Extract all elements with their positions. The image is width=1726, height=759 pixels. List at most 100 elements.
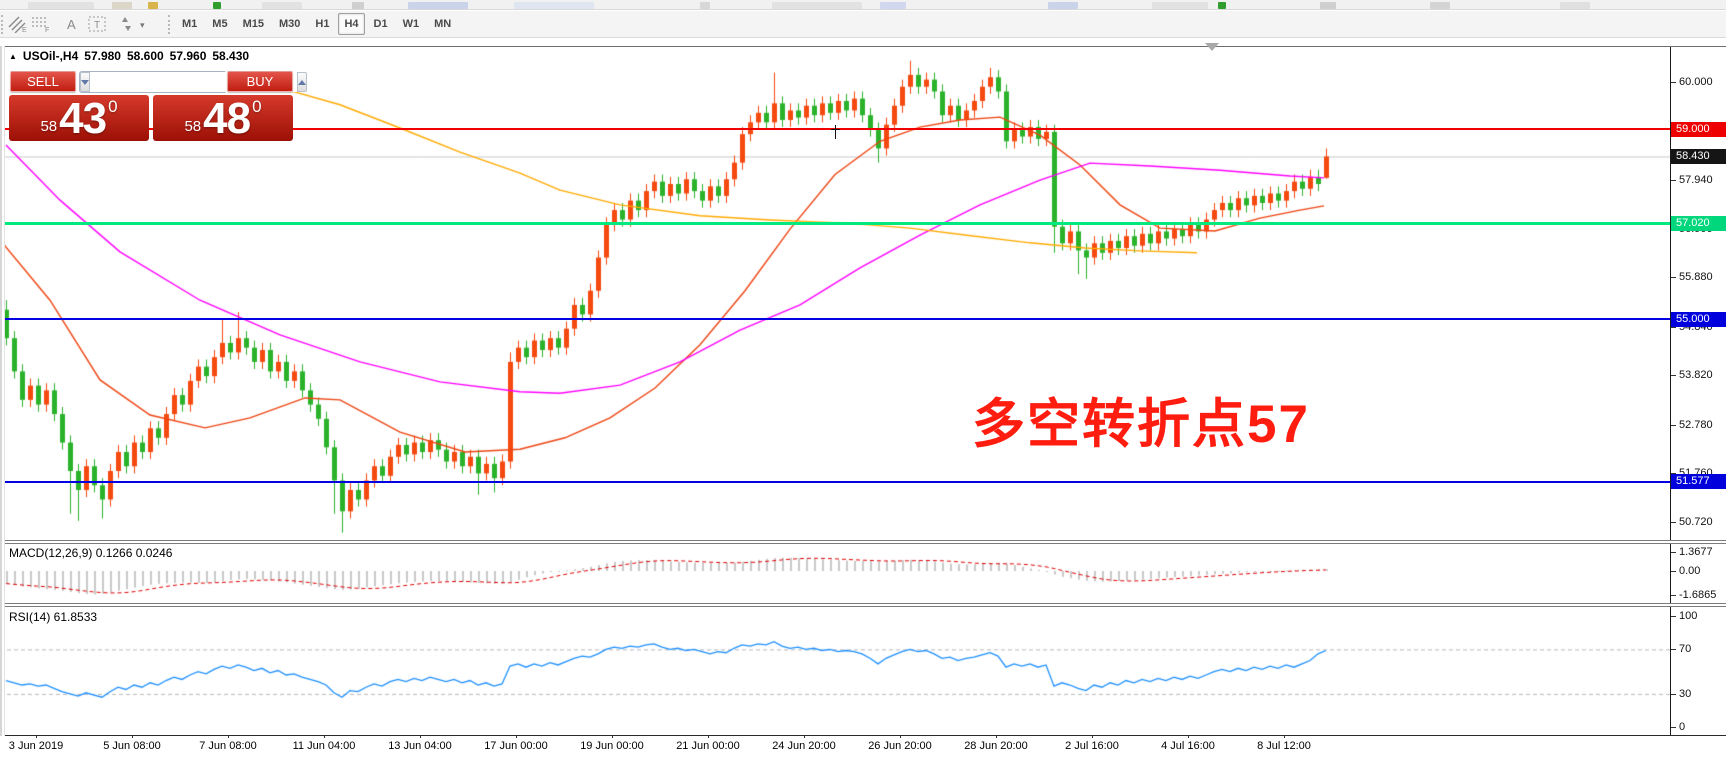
date-label: 24 Jun 20:00 [772,740,836,752]
equidistant-channel-icon[interactable]: E [6,13,30,35]
date-tick [516,735,517,738]
price-badge-57.020: 57.020 [1671,215,1726,231]
timeframe-button-m30[interactable]: M30 [278,18,301,30]
ohlc-close: 58.430 [212,49,250,63]
clipped-icon-fragment [352,2,364,9]
volume-decrease-button[interactable] [80,72,90,92]
buy-button[interactable]: BUY [227,71,293,92]
buy-price-box[interactable]: 58 48 0 [153,95,293,141]
level-line-51-577[interactable] [0,480,1670,483]
chevron-down-icon[interactable]: ▾ [140,20,145,30]
rsi-axis-label: 0 [1670,721,1686,734]
volume-increase-button[interactable] [297,72,307,92]
price-badge-59.000: 59.000 [1671,121,1726,137]
svg-text:A: A [67,17,76,32]
date-tick [324,735,325,738]
sell-price-integer: 58 [40,118,58,135]
date-tick [1188,735,1189,738]
date-tick [420,735,421,738]
clipped-icon-fragment [772,2,862,9]
timeframe-button-h1[interactable]: H1 [315,18,330,30]
svg-text:T: T [94,20,100,31]
ohlc-high: 58.600 [126,49,164,63]
price-tick-label: 57.940 [1671,173,1713,186]
level-line-55[interactable] [0,318,1670,321]
timeframe-button-w1[interactable]: W1 [402,18,420,30]
clipped-toolbar-strip [0,0,1726,10]
time-axis-border [0,735,1726,736]
one-click-trade-panel: SELL BUY 58 43 0 58 48 0 [9,71,307,141]
date-label: 19 Jun 00:00 [580,740,644,752]
ohlc-open: 57.980 [84,49,121,63]
date-label: 3 Jun 2019 [8,740,64,752]
price-tick-label: 50.720 [1671,516,1713,529]
clipped-icon-fragment [1320,2,1336,9]
chart-annotation-text[interactable]: 多空转折点57 [972,395,1310,454]
date-label: 11 Jun 04:00 [292,740,356,752]
clipped-icon-fragment [514,2,594,9]
rsi-indicator-label: RSI(14) 61.8533 [9,610,98,624]
date-tick [612,735,613,738]
date-label: 21 Jun 00:00 [676,740,740,752]
support-line-57-02[interactable] [0,221,1670,225]
object-cross-marker[interactable] [831,125,840,139]
clipped-icon-fragment [262,2,302,9]
clipped-icon-fragment [408,2,468,9]
date-tick [708,735,709,738]
ohlc-low: 57.960 [169,49,207,63]
toolbar-grip[interactable] [1,15,5,34]
sell-price-pip: 0 [108,97,118,116]
chart-canvas[interactable] [0,47,1670,735]
date-tick [804,735,805,738]
date-label: 5 Jun 08:00 [103,740,161,752]
collapse-triangle-icon[interactable]: ▲ [9,51,17,61]
macd-indicator-label: MACD(12,26,9) 0.1266 0.0246 [9,546,173,560]
date-label: 13 Jun 04:00 [388,740,452,752]
sell-price-box[interactable]: 58 43 0 [9,95,149,141]
date-label: 7 Jun 08:00 [199,740,257,752]
buy-price-pip: 0 [252,97,262,116]
macd-rsi-separator[interactable] [0,603,1726,607]
timeframe-button-h4[interactable]: H4 [338,13,365,35]
clipped-icon-fragment [1152,2,1208,9]
clipped-icon-fragment [1560,2,1590,9]
date-tick [1284,735,1285,738]
date-label: 4 Jul 16:00 [1161,740,1215,752]
text-box-icon[interactable]: T [86,13,110,35]
date-tick [228,735,229,738]
clipped-icon-fragment [148,2,158,9]
timeframe-button-d1[interactable]: D1 [373,18,388,30]
date-label: 28 Jun 20:00 [964,740,1028,752]
timeframe-button-m5[interactable]: M5 [212,18,228,30]
timeframe-button-m1[interactable]: M1 [182,18,198,30]
arrow-objects-icon[interactable] [114,13,138,35]
macd-axis-label: 0.00 [1670,565,1701,577]
date-tick [900,735,901,738]
timeframe-bar: M1 M5 M15 M30 H1 H4 D1 W1 MN [176,13,457,35]
sell-price-main: 43 [59,94,107,143]
svg-text:E: E [22,27,27,33]
text-label-icon[interactable]: A [60,13,84,35]
fibonacci-retracement-icon[interactable]: F [29,13,53,35]
clipped-icon-fragment [112,2,132,9]
triangle-up-icon [298,79,306,85]
time-axis[interactable]: 3 Jun 2019 5 Jun 08:00 7 Jun 08:00 11 Jun 0… [0,735,1726,759]
date-tick [1092,735,1093,738]
main-macd-separator[interactable] [0,540,1726,544]
sell-button[interactable]: SELL [10,71,76,92]
date-tick [996,735,997,738]
clipped-icon-fragment [1218,2,1226,9]
chart-shift-marker-icon[interactable] [1205,43,1219,51]
clipped-icon-fragment [1430,2,1450,9]
rsi-axis-label: 30 [1670,687,1692,700]
timeframe-toolbar-grip[interactable] [168,15,172,34]
price-badge-55.000: 55.000 [1671,311,1726,327]
timeframe-button-mn[interactable]: MN [434,18,452,30]
timeframe-button-m15[interactable]: M15 [242,18,264,30]
buy-price-integer: 58 [184,118,202,135]
rsi-axis-label: 70 [1670,643,1692,656]
date-label: 17 Jun 00:00 [484,740,548,752]
date-label: 26 Jun 20:00 [868,740,932,752]
price-axis[interactable]: 60.00058.96057.94056.90055.88054.84053.8… [1670,47,1726,735]
